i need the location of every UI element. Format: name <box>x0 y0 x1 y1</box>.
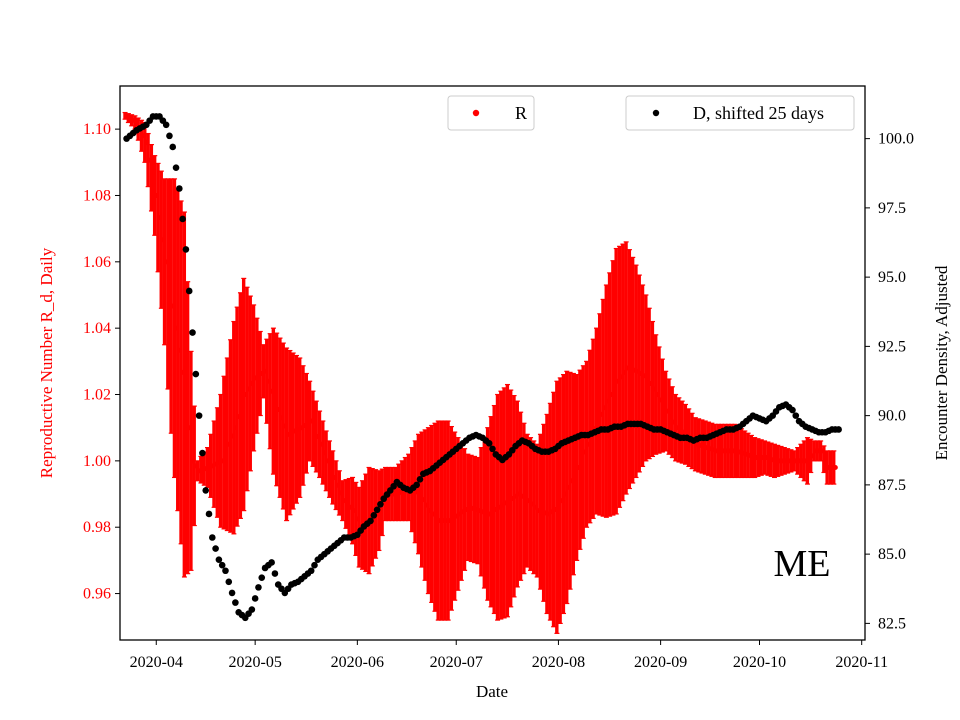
d-point <box>185 287 193 295</box>
d-point <box>248 606 256 613</box>
d-point <box>271 570 279 577</box>
left-tick-label: 0.96 <box>83 586 111 603</box>
right-tick-label: 97.5 <box>878 200 906 217</box>
left-tick-label: 1.06 <box>83 254 111 271</box>
d-point <box>209 534 216 541</box>
x-tick-label: 2020-06 <box>331 654 384 671</box>
d-point <box>189 329 196 336</box>
right-tick-label: 100.0 <box>878 131 914 148</box>
d-point <box>792 412 800 419</box>
d-point <box>179 215 186 223</box>
d-point <box>485 440 493 447</box>
d-point <box>172 164 180 172</box>
axis-ticks: 2020-04 2020-05 2020-06 2020-07 2020-08 2020-… <box>83 121 914 671</box>
d-point <box>307 567 315 575</box>
d-point <box>192 370 200 378</box>
legend-r-box <box>447 95 535 131</box>
right-tick-label: 85.0 <box>878 546 906 563</box>
r-point <box>832 464 838 470</box>
d-point <box>370 512 378 519</box>
legend-r-marker <box>472 109 480 117</box>
d-point <box>416 476 424 483</box>
d-point <box>789 406 796 414</box>
left-tick-label: 1.04 <box>83 320 111 337</box>
legend-d-label: D, shifted 25 days <box>693 103 824 123</box>
left-tick-label: 1.02 <box>83 387 111 404</box>
d-point <box>199 449 206 457</box>
d-point <box>225 578 233 586</box>
right-tick-label: 92.5 <box>878 338 906 355</box>
plot-area <box>122 111 842 634</box>
d-point <box>162 121 170 129</box>
d-point <box>255 584 262 591</box>
d-point <box>377 500 384 508</box>
d-point <box>176 185 183 192</box>
legend-r-label: R <box>515 103 527 123</box>
d-point <box>166 132 173 140</box>
d-point <box>218 561 226 569</box>
plot-frame <box>119 85 866 641</box>
d-point <box>413 481 420 489</box>
d-point <box>251 595 259 602</box>
right-tick-label: 82.5 <box>878 615 906 632</box>
d-point <box>202 487 210 494</box>
d-point <box>835 426 842 433</box>
legend-d-marker <box>652 109 660 117</box>
left-axis-label: Reproductive Number R_d, Daily <box>37 247 56 478</box>
d-point <box>268 559 275 566</box>
d-point <box>489 445 496 453</box>
d-point <box>367 517 374 525</box>
x-tick-label: 2020-08 <box>532 654 585 671</box>
d-point <box>228 589 236 597</box>
state-label: ME <box>774 543 831 585</box>
d-point <box>215 556 223 563</box>
d-point <box>212 545 219 552</box>
x-tick-label: 2020-11 <box>835 654 888 671</box>
d-point <box>205 510 213 518</box>
legend-d-box <box>625 95 855 131</box>
left-tick-label: 1.10 <box>83 121 111 138</box>
x-tick-label: 2020-10 <box>733 654 786 671</box>
d-point <box>311 561 318 569</box>
d-point <box>222 567 229 575</box>
d-point <box>169 143 177 151</box>
d-point <box>258 574 266 581</box>
x-tick-label: 2020-05 <box>228 654 281 671</box>
x-tick-label: 2020-07 <box>430 654 483 671</box>
x-tick-label: 2020-04 <box>130 654 183 671</box>
d-point <box>373 506 381 514</box>
right-tick-label: 90.0 <box>878 408 906 425</box>
left-tick-label: 1.08 <box>83 187 111 204</box>
right-tick-label: 87.5 <box>878 477 906 494</box>
x-axis-label: Date <box>476 682 508 701</box>
left-tick-label: 0.98 <box>83 519 111 536</box>
x-tick-label: 2020-09 <box>634 654 687 671</box>
d-point <box>232 599 239 606</box>
legend-r: R <box>447 95 535 131</box>
right-tick-label: 95.0 <box>878 269 906 286</box>
left-tick-label: 1.00 <box>83 453 111 470</box>
d-point <box>182 246 190 253</box>
d-point <box>195 412 203 419</box>
legend-d: D, shifted 25 days <box>625 95 855 131</box>
right-axis-label: Encounter Density, Adjusted <box>932 265 951 460</box>
